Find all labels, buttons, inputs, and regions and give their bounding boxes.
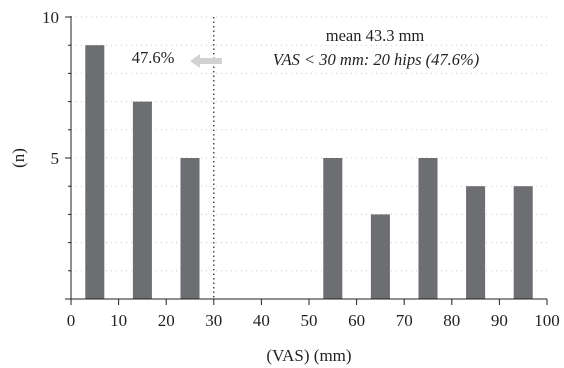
x-tick-label: 0 [67, 311, 76, 330]
percent-annotation: 47.6% [132, 48, 175, 67]
x-tick-label: 100 [534, 311, 560, 330]
mean-annotation: mean 43.3 mm [326, 26, 425, 45]
y-ticks: 5 10 [42, 8, 71, 300]
y-tick-label: 10 [42, 8, 59, 27]
bar [466, 186, 486, 299]
x-ticks: 0 10 20 30 40 50 60 70 80 90 100 [67, 299, 560, 330]
x-axis-label: (VAS) (mm) [266, 346, 351, 365]
y-axis-label: (n) [9, 148, 28, 168]
y-tick-label: 5 [51, 149, 60, 168]
bar [85, 45, 105, 300]
vas-threshold-annotation: VAS < 30 mm: 20 hips (47.6%) [273, 50, 480, 69]
x-tick-label: 60 [348, 311, 365, 330]
bar [180, 158, 200, 299]
x-tick-label: 70 [396, 311, 413, 330]
left-arrow-icon [190, 54, 222, 68]
bar [323, 158, 343, 299]
bar [132, 101, 152, 299]
x-tick-label: 10 [110, 311, 127, 330]
x-tick-label: 80 [443, 311, 460, 330]
x-tick-label: 40 [253, 311, 270, 330]
bar [513, 186, 533, 299]
bars [85, 45, 533, 300]
bar [370, 214, 390, 299]
bar [418, 158, 438, 299]
x-tick-label: 90 [491, 311, 508, 330]
x-tick-label: 30 [205, 311, 222, 330]
x-tick-label: 50 [301, 311, 318, 330]
x-tick-label: 20 [158, 311, 175, 330]
